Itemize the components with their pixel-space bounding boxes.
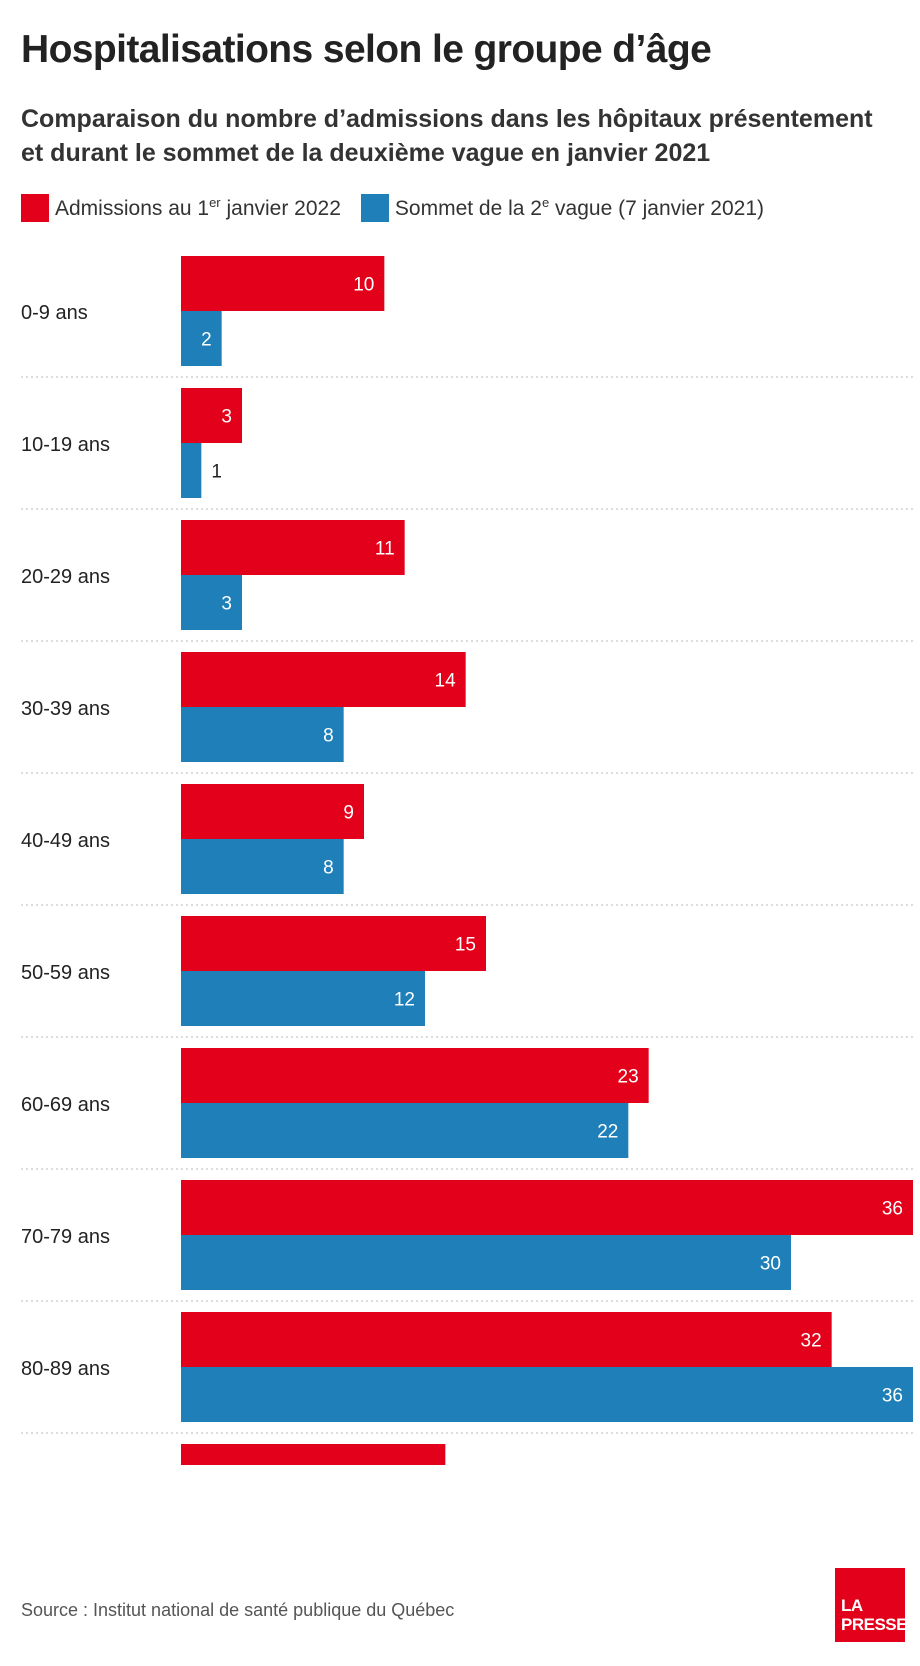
logo-line1: LA <box>841 1596 863 1615</box>
category-label: 80-89 ans <box>21 1358 110 1380</box>
legend-label-series1: Admissions au 1er janvier 2022 <box>55 195 341 220</box>
data-label: 36 <box>882 1199 903 1220</box>
category-label: 0-9 ans <box>21 302 88 324</box>
la-presse-logo: LA PRESSE <box>835 1568 907 1642</box>
data-label: 11 <box>375 539 395 560</box>
bar-series1 <box>181 1180 913 1235</box>
bar-series1 <box>181 784 364 839</box>
legend-label-series2: Sommet de la 2e vague (7 janvier 2021) <box>394 195 765 220</box>
data-label: 15 <box>455 935 476 956</box>
legend-item-series2: Sommet de la 2e vague (7 janvier 2021) <box>360 194 765 222</box>
chart-subtitle: Comparaison du nombre d’admissions dans … <box>21 105 873 167</box>
category-label: 50-59 ans <box>21 962 110 984</box>
data-label: 12 <box>394 990 415 1011</box>
data-label: 30 <box>760 1254 781 1275</box>
category-label: 60-69 ans <box>21 1094 110 1116</box>
bar-series2 <box>181 1367 913 1422</box>
data-label: 36 <box>882 1386 903 1407</box>
data-label: 1 <box>211 462 222 483</box>
category-label: 20-29 ans <box>21 566 110 588</box>
bar-series2 <box>181 839 344 894</box>
data-label: 13 <box>414 1463 435 1466</box>
bar-series2 <box>181 311 222 366</box>
bar-series1 <box>181 652 466 707</box>
bar-series1 <box>181 1048 649 1103</box>
data-label: 14 <box>435 671 457 692</box>
source-note: Source : Institut national de santé publ… <box>21 1600 455 1620</box>
category-label: 40-49 ans <box>21 830 110 852</box>
legend-swatch-red <box>21 194 49 222</box>
category-label: 70-79 ans <box>21 1226 110 1248</box>
bar-series2 <box>181 971 425 1026</box>
bar-series2 <box>181 1103 629 1158</box>
category-label: 30-39 ans <box>21 698 110 720</box>
data-label: 3 <box>221 407 232 428</box>
legend: Admissions au 1er janvier 2022 Sommet de… <box>21 194 784 222</box>
data-label: 8 <box>323 726 334 747</box>
data-label: 22 <box>597 1122 618 1143</box>
chart-title: Hospitalisations selon le groupe d’âge <box>21 28 712 71</box>
bar-chart: 0-9 ans 10 2 10-19 ans 3 1 20-29 ans 11 3 30-39 a… <box>21 256 913 1466</box>
bar-series1 <box>181 916 486 971</box>
data-label: 32 <box>801 1331 822 1352</box>
legend-swatch-blue <box>360 194 389 222</box>
data-label: 10 <box>353 275 374 296</box>
data-label: 23 <box>618 1067 639 1088</box>
bar-series1 <box>181 388 242 443</box>
bar-series2 <box>181 575 242 630</box>
logo-line2: PRESSE <box>841 1615 907 1634</box>
bar-series1 <box>181 520 405 575</box>
data-label: 9 <box>343 803 354 824</box>
data-label: 8 <box>323 858 334 879</box>
bar-series1 <box>181 1444 446 1465</box>
legend-item-series1: Admissions au 1er janvier 2022 <box>21 194 341 222</box>
category-label: 10-19 ans <box>21 434 110 456</box>
bar-series1 <box>181 1312 832 1367</box>
bar-series2 <box>181 707 344 762</box>
bar-series1 <box>181 256 385 311</box>
data-label: 2 <box>201 330 212 351</box>
bar-series2 <box>181 1235 791 1290</box>
bar-series2 <box>181 443 202 498</box>
data-label: 3 <box>221 594 232 615</box>
